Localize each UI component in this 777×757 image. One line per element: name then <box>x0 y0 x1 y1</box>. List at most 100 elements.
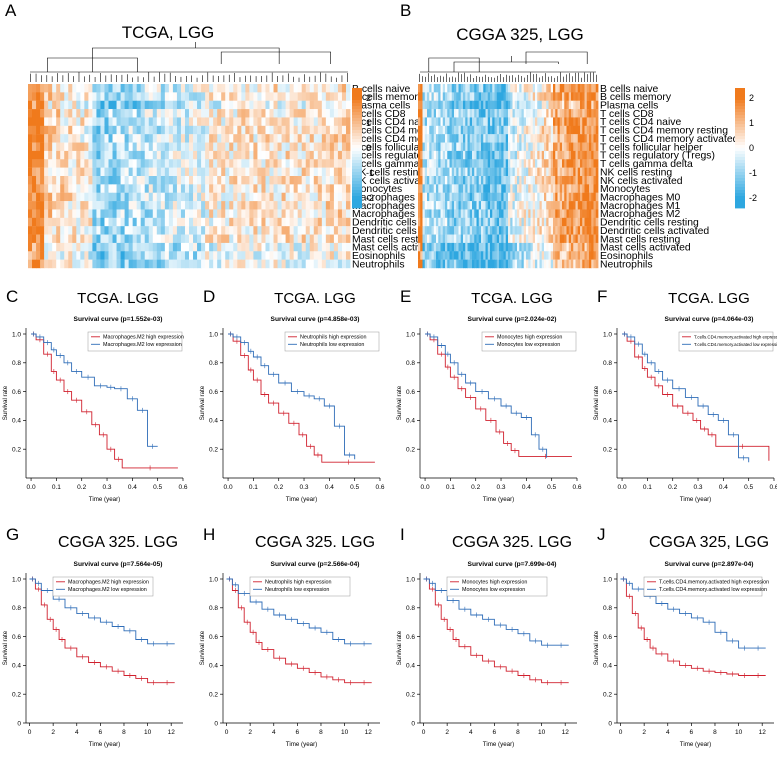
x-tick-label: 2 <box>51 729 55 736</box>
x-tick-label: 6 <box>99 729 103 736</box>
row-label: T cells CD4 naive <box>352 117 433 128</box>
panel-title: CGGA 325. LGG <box>255 534 375 551</box>
row-label: T cells CD4 naive <box>600 117 681 128</box>
survival-panel-d: D TCGA. LGG Survival curve (p=4.858e-03) 0.… <box>199 287 385 503</box>
x-tick-label: 0.1 <box>643 484 652 491</box>
axes <box>220 573 380 726</box>
x-tick-label: 10 <box>735 729 743 736</box>
censor-marks <box>32 576 168 647</box>
row-label: Plasma cells <box>600 101 658 112</box>
x-axis-label: Time (year) <box>680 741 711 748</box>
y-tick-label: 0 <box>411 720 415 727</box>
y-tick-label: 0.6 <box>12 389 21 396</box>
x-tick-label: 10 <box>341 729 349 736</box>
y-axis-label: Survival rate <box>396 630 403 665</box>
row-label: T cells gamma delta <box>600 159 693 170</box>
censor-marks <box>426 576 562 648</box>
y-tick-label: 0.4 <box>12 663 21 670</box>
y-tick-label: 0.2 <box>12 447 21 454</box>
y-tick-label: 0.2 <box>209 692 218 699</box>
survival-panel-j: J CGGA 325, LGG Survival curve (p=2.897e-0… <box>593 525 774 748</box>
x-axis-label: Time (year) <box>89 741 120 748</box>
y-tick-label: 0.8 <box>209 605 218 612</box>
row-label: B cells naive <box>600 84 659 95</box>
row-label: Dendritic cells activated <box>600 226 709 237</box>
panel-title: CGGA 325. LGG <box>58 534 178 551</box>
x-tick-label: 12 <box>365 729 373 736</box>
x-tick-label: 0.6 <box>769 484 777 491</box>
x-tick-label: 10 <box>144 729 152 736</box>
x-tick-label: 0.0 <box>421 484 430 491</box>
axes <box>23 573 183 726</box>
panel-letter: J <box>597 525 606 544</box>
survival-curve-low <box>423 578 569 646</box>
x-axis-label: Time (year) <box>680 496 711 503</box>
row-label: T cells CD8 <box>352 109 406 120</box>
y-tick-label: 1.0 <box>209 331 218 338</box>
x-tick-label: 12 <box>168 729 176 736</box>
y-tick-label: 0.2 <box>603 447 612 454</box>
x-tick-label: 0.3 <box>103 484 112 491</box>
y-tick-label: 0 <box>17 720 21 727</box>
panel-letter: A <box>5 1 17 20</box>
y-tick-label: 0.2 <box>209 447 218 454</box>
x-tick-label: 0.1 <box>52 484 61 491</box>
survival-panel-e: E TCGA. LGG Survival curve (p=2.024e-02) 0.… <box>396 287 582 503</box>
x-tick-label: 4 <box>469 729 473 736</box>
panel-letter: C <box>6 287 18 306</box>
row-label: Mast cells activated <box>352 243 443 254</box>
x-tick-label: 12 <box>759 729 767 736</box>
legend-entry: Macrophages.M2 low expression <box>68 587 147 593</box>
survival-curve-low <box>620 578 766 649</box>
y-axis-label: Survival rate <box>2 630 9 665</box>
panel-letter: H <box>203 525 215 544</box>
y-tick-label: 0.8 <box>603 605 612 612</box>
row-label: Dendritic cells resting <box>600 218 699 229</box>
x-tick-label: 8 <box>122 729 126 736</box>
row-label: T cells regulatory (Tregs) <box>600 151 715 162</box>
scale-tick-label: 0 <box>366 143 371 153</box>
y-tick-label: 1.0 <box>406 331 415 338</box>
row-label: T cells follicular helper <box>600 142 703 153</box>
y-tick-label: 0 <box>214 720 218 727</box>
y-axis-label: Survival rate <box>2 385 9 420</box>
heatmap-cells <box>28 84 351 269</box>
y-tick-label: 1.0 <box>406 576 415 583</box>
panel-letter: E <box>400 287 411 306</box>
x-tick-label: 8 <box>516 729 520 736</box>
x-tick-label: 2 <box>642 729 646 736</box>
y-tick-label: 1.0 <box>603 331 612 338</box>
y-axis-label: Survival rate <box>593 385 600 420</box>
y-tick-label: 0.6 <box>603 634 612 641</box>
panel-letter: D <box>203 287 215 306</box>
row-label: T cells CD8 <box>600 109 654 120</box>
x-tick-label: 0.4 <box>522 484 531 491</box>
row-label: Macrophages M1 <box>352 201 433 212</box>
panel-letter: G <box>6 525 19 544</box>
x-tick-label: 8 <box>713 729 717 736</box>
y-axis-label: Survival rate <box>199 630 206 665</box>
x-tick-label: 6 <box>296 729 300 736</box>
x-tick-label: 0.2 <box>274 484 283 491</box>
survival-curve-high <box>622 333 770 461</box>
panel-title: TCGA. LGG <box>274 290 356 307</box>
survival-curve-high <box>620 578 766 676</box>
y-tick-label: 0.8 <box>603 360 612 367</box>
column-dendrogram <box>30 42 348 82</box>
x-tick-label: 0.6 <box>375 484 384 491</box>
survival-curve-low <box>228 333 356 460</box>
row-label: B cells memory <box>352 92 424 103</box>
x-tick-label: 0 <box>28 729 32 736</box>
heatmap-title: TCGA, LGG <box>122 23 215 42</box>
heatmap-cells <box>418 84 599 269</box>
survival-curve-low <box>622 333 750 463</box>
heatmap-title: CGGA 325, LGG <box>456 25 584 44</box>
legend-entry: Neutrophils high expression <box>265 580 332 586</box>
y-tick-label: 0 <box>608 720 612 727</box>
scale-tick-label: -1 <box>749 168 757 178</box>
axes <box>220 328 381 481</box>
